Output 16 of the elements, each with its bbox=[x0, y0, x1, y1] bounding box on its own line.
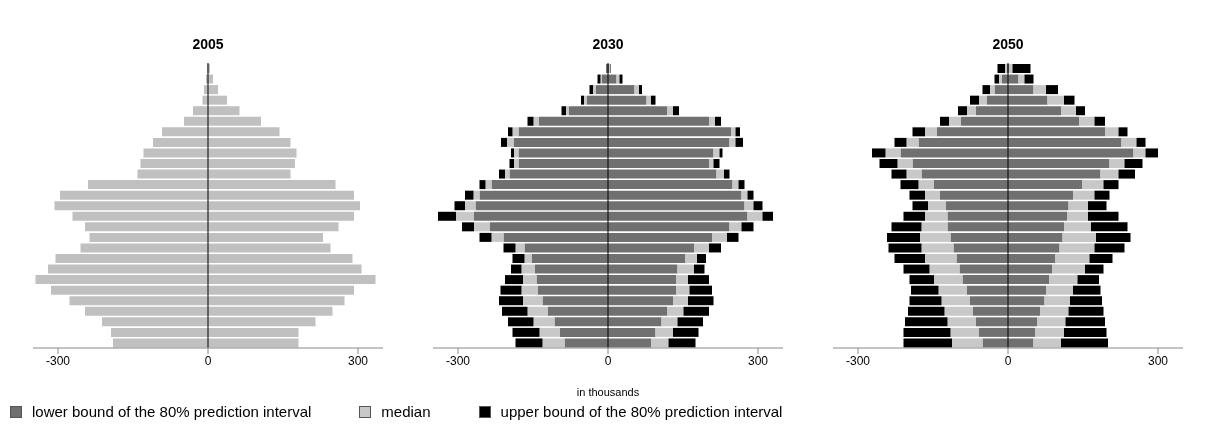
chart-title: 2005 bbox=[191, 36, 225, 54]
legend-label: lower bound of the 80% prediction interval bbox=[32, 403, 312, 420]
chart-title: 2050 bbox=[991, 36, 1025, 54]
x-tick-label: 300 bbox=[347, 353, 369, 368]
legend-label: median bbox=[381, 403, 431, 420]
x-tick-label: -300 bbox=[45, 353, 71, 368]
chart-title: 2030 bbox=[591, 36, 625, 54]
legend-label: upper bound of the 80% prediction interval bbox=[500, 403, 783, 420]
x-tick-label: 0 bbox=[604, 353, 612, 368]
x-tick-label: -300 bbox=[445, 353, 471, 368]
x-tick-label: 0 bbox=[204, 353, 212, 368]
x-axis-title: in thousands bbox=[576, 386, 640, 398]
x-tick-label: 300 bbox=[747, 353, 769, 368]
x-tick-label: 300 bbox=[1147, 353, 1169, 368]
x-tick-label: -300 bbox=[845, 353, 871, 368]
x-tick-label: 0 bbox=[1004, 353, 1012, 368]
